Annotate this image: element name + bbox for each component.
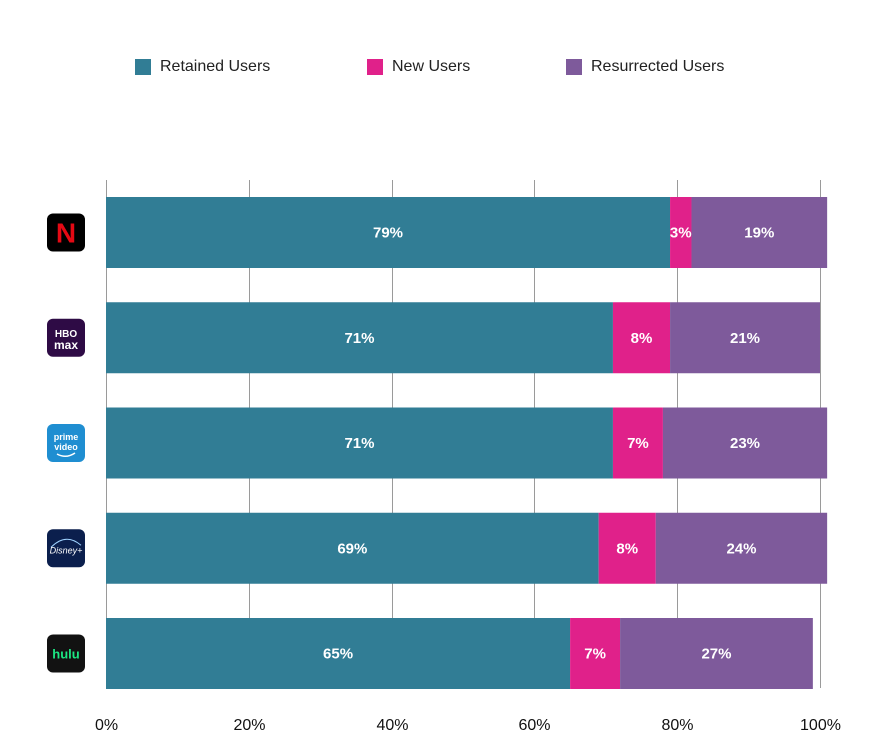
prime-video-logo-icon — [47, 424, 85, 462]
data-label: 69% — [337, 540, 367, 557]
x-tick-label: 100% — [800, 717, 841, 734]
data-label: 79% — [373, 225, 403, 242]
legend-label-retained: Retained Users — [160, 58, 271, 75]
chart-legend: Retained Users New Users Resurrected Use… — [0, 58, 877, 80]
bar-segment — [106, 197, 671, 268]
bar-segment — [106, 407, 613, 479]
netflix-logo-text: N — [56, 218, 76, 249]
data-label: 27% — [701, 646, 731, 663]
data-label: 8% — [616, 540, 638, 557]
data-label: 71% — [344, 435, 374, 452]
data-label: 71% — [344, 330, 374, 347]
data-label: 24% — [726, 540, 756, 557]
max-logo-text: max — [54, 338, 78, 352]
legend-item-new: New Users — [367, 58, 470, 76]
prime-logo-text: prime — [54, 432, 79, 442]
hulu-logo-icon — [47, 634, 85, 673]
bar-segment — [106, 512, 599, 584]
bar-segment — [106, 302, 613, 374]
hbo-logo-text: HBO — [55, 329, 77, 340]
bar-segment — [612, 302, 671, 374]
bar-segment — [670, 197, 692, 268]
disney-logo-text: Disney+ — [50, 545, 83, 555]
legend-label-resurrected: Resurrected Users — [591, 58, 725, 75]
legend-item-retained: Retained Users — [135, 58, 270, 76]
legend-label-new: New Users — [392, 58, 471, 75]
hulu-logo-text: hulu — [52, 647, 79, 662]
bar-segment — [620, 618, 813, 689]
disney-plus-logo-icon — [47, 529, 85, 568]
data-label: 8% — [631, 330, 653, 347]
x-tick-label: 40% — [376, 717, 408, 734]
video-logo-text: video — [54, 442, 78, 452]
data-label: 19% — [744, 225, 774, 242]
bar-segment — [598, 512, 656, 584]
data-label: 21% — [730, 330, 760, 347]
prime-smile-icon — [56, 452, 76, 457]
bar-segment — [691, 197, 828, 268]
data-label: 65% — [323, 646, 353, 663]
x-tick-label: 0% — [95, 717, 118, 734]
x-tick-label: 20% — [233, 717, 265, 734]
x-tick-label: 80% — [661, 717, 693, 734]
data-label: 7% — [584, 646, 606, 663]
bar-segment — [612, 407, 663, 479]
data-label: 23% — [730, 435, 760, 452]
legend-swatch-resurrected — [566, 59, 582, 75]
legend-swatch-retained — [135, 59, 151, 75]
netflix-logo-icon — [47, 213, 85, 252]
bar-segment — [106, 618, 571, 689]
disney-arc-icon — [50, 538, 82, 548]
hbo-max-logo-icon — [47, 318, 85, 357]
bar-segment — [570, 618, 621, 689]
bar-segment — [670, 302, 820, 374]
legend-item-resurrected: Resurrected Users — [566, 58, 724, 76]
bar-segment — [655, 512, 828, 584]
bar-segment — [662, 407, 828, 479]
legend-swatch-new — [367, 59, 383, 75]
x-tick-label: 60% — [518, 717, 550, 734]
data-label: 7% — [627, 435, 649, 452]
data-label: 3% — [670, 225, 692, 242]
